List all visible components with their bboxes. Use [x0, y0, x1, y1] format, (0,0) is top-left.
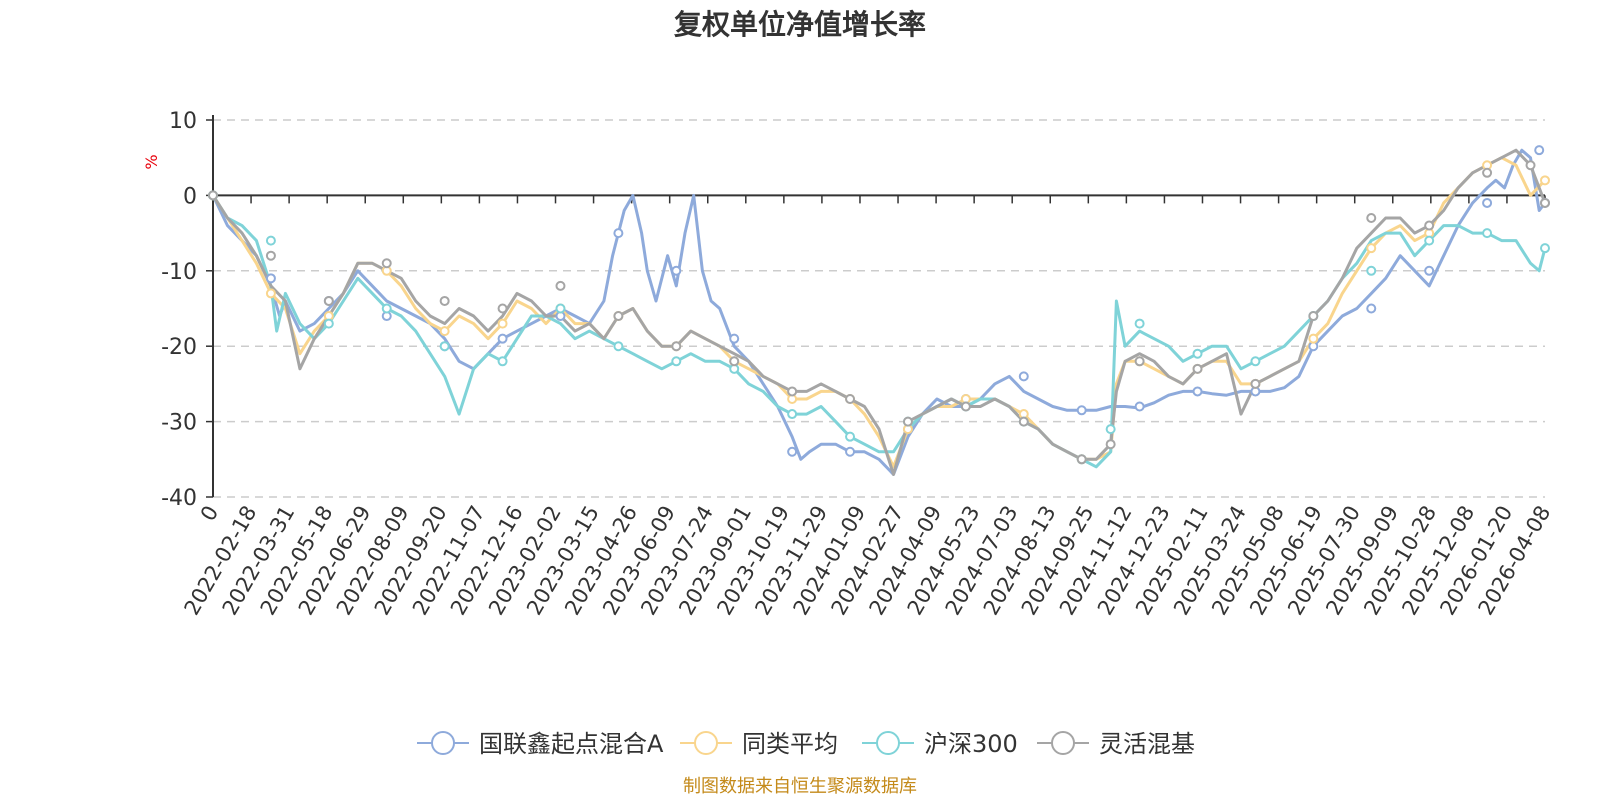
- series-3-point: [1250, 356, 1261, 367]
- y-tick-label: -10: [161, 260, 197, 285]
- series-2-point: [439, 326, 450, 337]
- series-4-point: [1105, 439, 1116, 450]
- legend-label: 同类平均: [742, 730, 838, 758]
- grid: [213, 119, 1545, 498]
- series-3-point: [381, 303, 392, 314]
- series-3-point: [1105, 424, 1116, 435]
- series-4-point: [265, 250, 276, 261]
- chart-title: 复权单位净值增长率: [674, 8, 926, 41]
- series-4-point: [208, 190, 218, 201]
- series-4-point: [1308, 311, 1319, 322]
- series-3-point: [555, 303, 566, 314]
- series-3-point: [1424, 235, 1435, 246]
- series-4-point: [1134, 356, 1145, 367]
- series-2-point: [265, 288, 276, 299]
- series-4-point: [729, 356, 740, 367]
- legend-item-3[interactable]: 沪深300: [862, 730, 1018, 758]
- series-3-point: [439, 341, 450, 352]
- series-3-point: [265, 235, 276, 246]
- series-1-point: [1534, 145, 1545, 156]
- series-1-point: [1076, 405, 1087, 416]
- series-line-3: [211, 194, 1547, 469]
- series-line-2: [211, 156, 1547, 469]
- legend-marker: [1051, 731, 1075, 755]
- y-tick-label: -40: [161, 486, 197, 511]
- series-1-point: [671, 265, 682, 276]
- series-line-4: [211, 148, 1547, 476]
- legend[interactable]: 国联鑫起点混合A 同类平均 沪深300 灵活混基: [417, 730, 1195, 758]
- legend-marker: [876, 731, 900, 755]
- series-3-point: [323, 318, 334, 329]
- series-4-point: [1250, 378, 1261, 389]
- series-3-point: [613, 341, 624, 352]
- y-tick-label: -20: [161, 335, 197, 360]
- y-tick-label: -30: [161, 411, 197, 436]
- legend-item-1[interactable]: 国联鑫起点混合A: [417, 730, 664, 758]
- series-4-point: [787, 386, 798, 397]
- series-3-point: [671, 356, 682, 367]
- y-axis-unit: %: [142, 154, 161, 169]
- y-ticks: 10 0 -10 -20 -30 -40: [161, 109, 213, 511]
- series-4-point: [671, 341, 682, 352]
- series-2-point: [1308, 333, 1319, 344]
- series-4-point: [960, 401, 971, 412]
- series-4-point: [323, 295, 334, 306]
- series-2-point: [1366, 243, 1377, 254]
- series-4-point: [1525, 160, 1536, 171]
- y-tick-label: 0: [183, 184, 197, 209]
- series-1-point: [1424, 265, 1435, 276]
- source-note: 制图数据来自恒生聚源数据库: [683, 776, 917, 797]
- series-1-point: [265, 273, 276, 284]
- series-1-point: [845, 446, 856, 457]
- series-4-point: [1366, 213, 1377, 224]
- series-4-point: [1192, 363, 1203, 374]
- series-1-point: [613, 228, 624, 239]
- legend-label: 国联鑫起点混合A: [479, 730, 664, 758]
- series-3-point: [1192, 348, 1203, 359]
- series-3-point: [497, 356, 508, 367]
- series-4-point: [1018, 416, 1029, 427]
- axes: [212, 115, 1545, 497]
- series-1-point: [729, 333, 740, 344]
- series-4-point: [497, 303, 508, 314]
- series-4-point: [613, 311, 624, 322]
- series-2-point: [497, 318, 508, 329]
- legend-marker: [431, 731, 455, 755]
- legend-label: 沪深300: [924, 730, 1018, 758]
- series-1-point: [1192, 386, 1203, 397]
- series-4-point: [555, 280, 566, 291]
- series-1-point: [497, 333, 508, 344]
- series-1-point: [1018, 371, 1029, 382]
- series-3-point: [1482, 228, 1493, 239]
- series-3-point: [1134, 318, 1145, 329]
- series-4-point: [902, 416, 913, 427]
- series-1-point: [1366, 303, 1377, 314]
- series-4-point: [845, 393, 856, 404]
- series-4-point: [1076, 454, 1087, 465]
- series-3-point: [787, 409, 798, 420]
- series-1-point: [1134, 401, 1145, 412]
- legend-item-4[interactable]: 灵活混基: [1037, 730, 1195, 758]
- series-4-point: [381, 258, 392, 269]
- series-1-point: [787, 446, 798, 457]
- series-line-1: [211, 148, 1547, 476]
- series-2-point: [1540, 175, 1550, 186]
- series-4-point: [1424, 220, 1435, 231]
- y-tick-label: 10: [169, 109, 197, 134]
- series-3-point: [1366, 265, 1377, 276]
- legend-label: 灵活混基: [1099, 730, 1195, 758]
- series-4-point: [1482, 167, 1493, 178]
- series-4-point: [439, 295, 450, 306]
- x-tick-label: 0: [196, 502, 223, 526]
- series-3-point: [845, 431, 856, 442]
- series-3-point: [1540, 243, 1550, 254]
- series-group: [208, 145, 1550, 476]
- series-4-point: [1540, 197, 1550, 208]
- legend-item-2[interactable]: 同类平均: [680, 730, 838, 758]
- series-1-point: [1482, 197, 1493, 208]
- legend-marker: [694, 731, 718, 755]
